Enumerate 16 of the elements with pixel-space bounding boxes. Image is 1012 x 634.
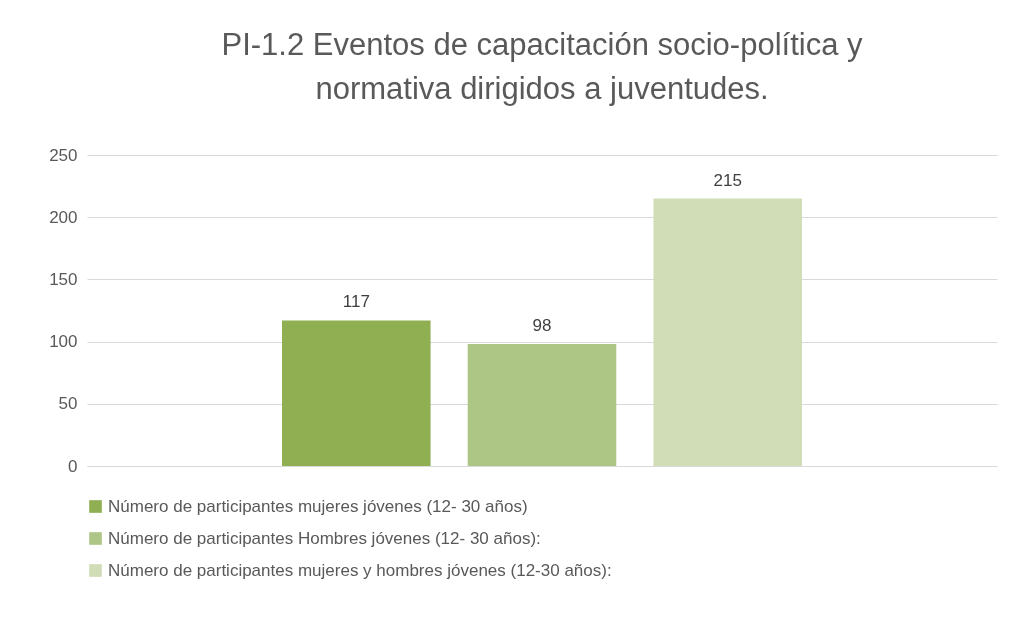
bar [653, 198, 802, 466]
y-tick-label: 50 [58, 394, 78, 414]
y-tick-label: 0 [68, 456, 78, 476]
legend-label: Número de participantes mujeres y hombres jóvenes (12-30 años): [108, 560, 612, 580]
legend-label: Número de participantes Hombres jóvenes (12- 30 años): [108, 528, 541, 548]
chart-title: PI-1.2 Eventos de capacitación socio-política y normativa dirigidos a juventudes. [221, 27, 863, 106]
bar [282, 320, 431, 466]
y-tick-label: 100 [49, 332, 78, 352]
y-tick-label: 200 [49, 207, 78, 227]
data-label: 117 [342, 292, 370, 312]
data-label: 98 [532, 316, 552, 336]
y-tick-label: 150 [49, 269, 78, 289]
y-tick-label: 250 [49, 145, 78, 165]
legend-label: Número de participantes mujeres jóvenes (12- 30 años) [108, 496, 528, 516]
data-label: 215 [713, 170, 742, 190]
bar [467, 344, 617, 466]
